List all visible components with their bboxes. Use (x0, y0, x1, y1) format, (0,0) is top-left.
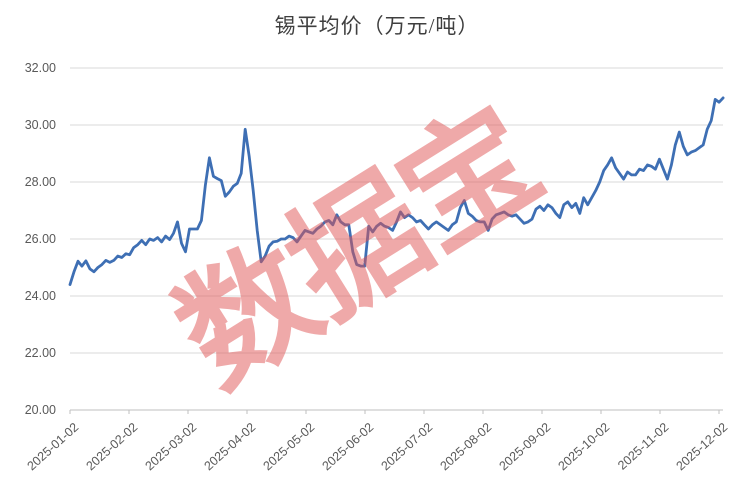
y-axis-label: 24.00 (24, 289, 56, 303)
y-axis-label: 26.00 (24, 232, 56, 246)
y-axis-label: 32.00 (24, 61, 56, 75)
y-axis-label: 22.00 (24, 346, 56, 360)
price-line (68, 96, 725, 287)
y-axis-label: 28.00 (24, 175, 56, 189)
y-axis-label: 30.00 (24, 118, 56, 132)
chart-title: 锡平均价（万元/吨） (274, 14, 480, 38)
y-axis-label: 20.00 (24, 403, 56, 417)
